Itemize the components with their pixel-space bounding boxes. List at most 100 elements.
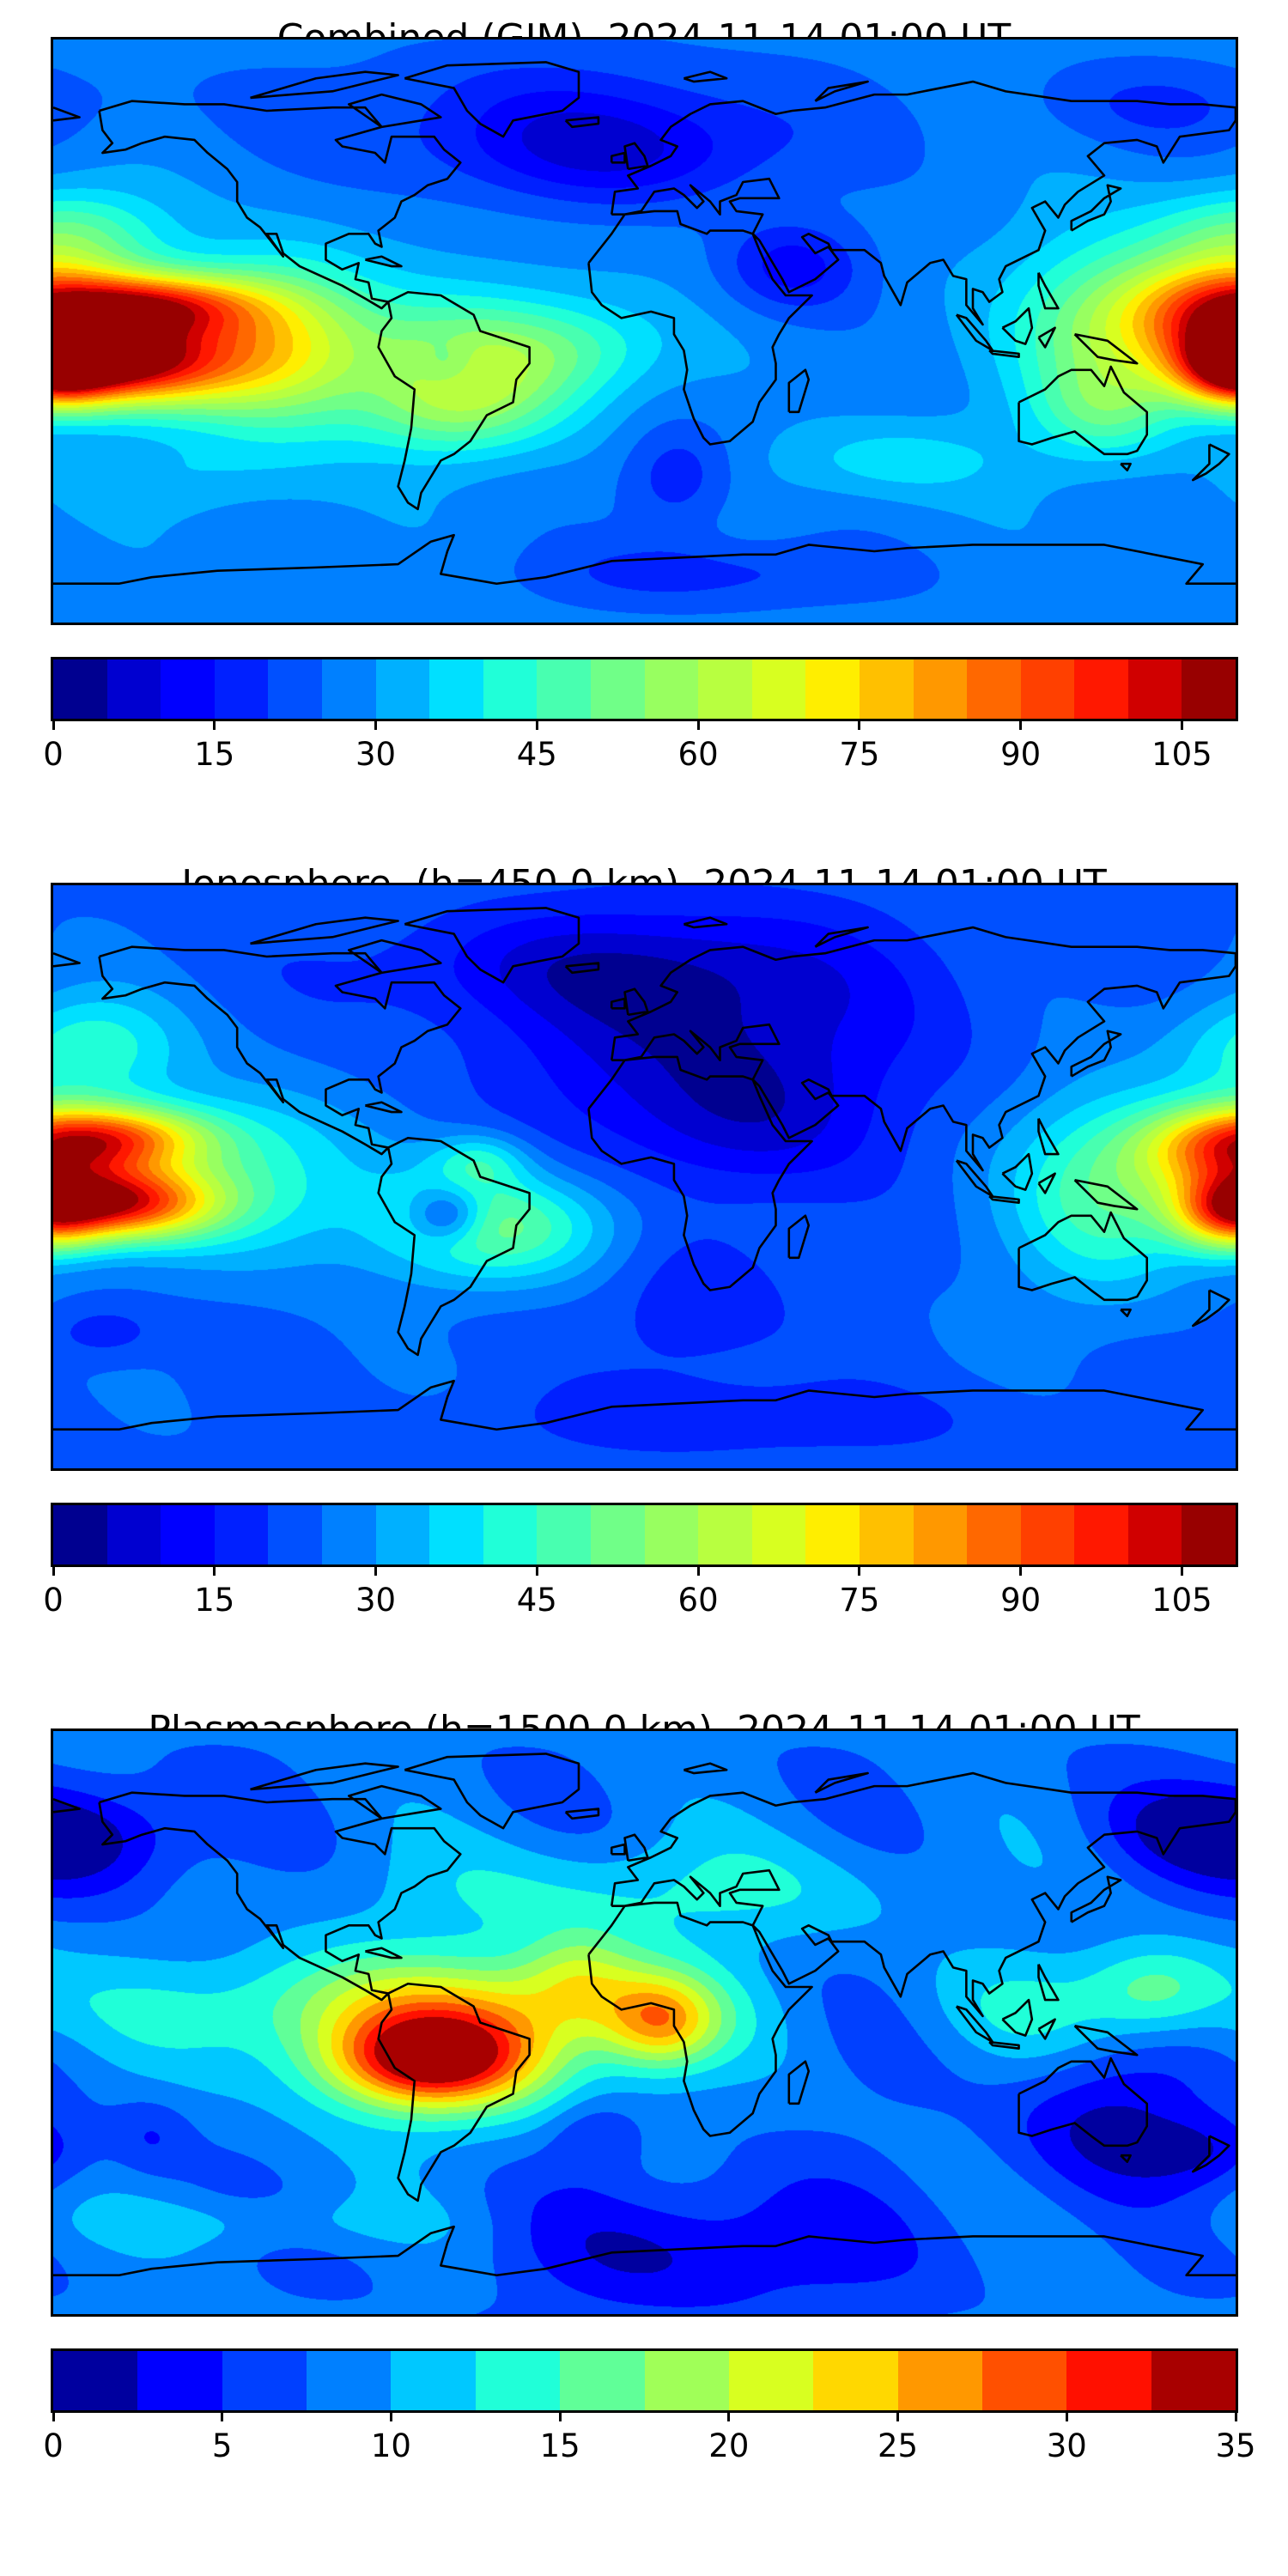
colorbar-bin (1020, 659, 1075, 719)
colorbar-tick-label: 60 (677, 1582, 719, 1619)
colorbar-bin (698, 659, 752, 719)
colorbar-bin (214, 1505, 269, 1564)
colorbar-ticks: 0 15 30 45 60 75 90 105 (43, 719, 1236, 787)
colorbar (51, 657, 1238, 721)
panel-ionosphere: Ionosphere (h=450.0 km), 2024-11-14 01:0… (0, 846, 1288, 1692)
colorbar-bin (1127, 1505, 1182, 1564)
colorbar-tick (696, 719, 700, 730)
colorbar-tick (213, 719, 216, 730)
colorbar-tick-label: 75 (839, 1582, 880, 1619)
map-plot (51, 37, 1238, 625)
colorbar-bin (644, 2351, 729, 2410)
colorbar-bin (106, 1505, 161, 1564)
colorbar-tick-label: 35 (1215, 2427, 1256, 2464)
contour-field (53, 1731, 1236, 2314)
colorbar-bin (728, 2351, 814, 2410)
colorbar-tick (858, 1564, 861, 1576)
colorbar-bin (429, 659, 483, 719)
colorbar-bin (375, 659, 430, 719)
colorbar-tick (213, 1564, 216, 1576)
colorbar-bin (483, 1505, 538, 1564)
colorbar (51, 2348, 1238, 2413)
colorbar-bin (805, 659, 860, 719)
colorbar-tick-label: 45 (516, 736, 557, 773)
colorbar-bin (1020, 1505, 1075, 1564)
colorbar-bin (161, 659, 215, 719)
colorbar-bin (391, 2351, 476, 2410)
colorbar-bin (1182, 1505, 1236, 1564)
colorbar-bin (214, 659, 269, 719)
colorbar-tick-label: 5 (211, 2427, 233, 2464)
map-plot (51, 883, 1238, 1471)
colorbar-tick (389, 2410, 392, 2421)
colorbar-tick (374, 1564, 378, 1576)
colorbar-bin (698, 1505, 752, 1564)
colorbar-tick-label: 15 (194, 1582, 235, 1619)
colorbar-bin (813, 2351, 898, 2410)
colorbar-tick (727, 2410, 731, 2421)
colorbar-tick-label: 60 (677, 736, 719, 773)
colorbar-bin (53, 659, 107, 719)
colorbar-bin (1074, 659, 1128, 719)
colorbar-tick-label: 0 (43, 2427, 64, 2464)
colorbar-bin (53, 2351, 138, 2410)
colorbar-tick (535, 1564, 538, 1576)
coastline-path (53, 1753, 1236, 2275)
colorbar-tick-label: 0 (43, 736, 64, 773)
colorbar-tick-label: 15 (194, 736, 235, 773)
colorbar-tick (558, 2410, 562, 2421)
map-plot (51, 1728, 1238, 2317)
colorbar-bin (537, 659, 591, 719)
colorbar-tick-label: 105 (1151, 1582, 1212, 1619)
colorbar-bin (590, 659, 645, 719)
colorbar-tick (52, 2410, 55, 2421)
coastline-path (53, 908, 1236, 1429)
colorbar-tick-label: 30 (355, 1582, 397, 1619)
colorbar-bin (1066, 2351, 1151, 2410)
colorbar-bin (967, 659, 1021, 719)
colorbar-bin (590, 1505, 645, 1564)
colorbar-bin (429, 1505, 483, 1564)
colorbar-tick (1019, 719, 1023, 730)
colorbar-bin (859, 1505, 914, 1564)
colorbar-bin (537, 1505, 591, 1564)
colorbar-tick (1180, 719, 1183, 730)
colorbar-bin (137, 2351, 222, 2410)
colorbar-bin (375, 1505, 430, 1564)
coastlines (53, 39, 1236, 623)
colorbar-bin (1127, 659, 1182, 719)
colorbar (51, 1503, 1238, 1567)
colorbar-bin (897, 2351, 982, 2410)
colorbar-bin (913, 659, 968, 719)
colorbar-tick-label: 25 (878, 2427, 919, 2464)
colorbar-bin (268, 1505, 322, 1564)
colorbar-bin (751, 659, 806, 719)
colorbar-bin (321, 659, 376, 719)
colorbar-tick (221, 2410, 224, 2421)
colorbar-bin (106, 659, 161, 719)
colorbar-ticks: 0 15 30 45 60 75 90 105 (43, 1564, 1236, 1633)
colorbar-tick (1065, 2410, 1068, 2421)
colorbar-bin (1151, 2351, 1236, 2410)
contour-field (53, 885, 1236, 1468)
colorbar-tick-label: 45 (516, 1582, 557, 1619)
colorbar-tick-label: 90 (1000, 736, 1042, 773)
colorbar-tick (52, 1564, 55, 1576)
coastlines (53, 885, 1236, 1468)
colorbar-tick-label: 30 (1046, 2427, 1087, 2464)
colorbar-tick-label: 0 (43, 1582, 64, 1619)
colorbar-bin (859, 659, 914, 719)
colorbar-bin (321, 1505, 376, 1564)
colorbar-ticks: 0 5 10 15 20 25 30 35 (43, 2410, 1256, 2479)
colorbar-tick (1019, 1564, 1023, 1576)
colorbar-tick (858, 719, 861, 730)
colorbar-tick (696, 1564, 700, 1576)
colorbar-bin (751, 1505, 806, 1564)
colorbar-tick-label: 15 (539, 2427, 580, 2464)
colorbar-bin (981, 2351, 1067, 2410)
colorbar-bin (967, 1505, 1021, 1564)
colorbar-bin (307, 2351, 392, 2410)
colorbar-tick-label: 75 (839, 736, 880, 773)
panel-combined: Combined (GIM), 2024-11-14 01:00 UT 0153… (0, 0, 1288, 846)
colorbar-tick (535, 719, 538, 730)
